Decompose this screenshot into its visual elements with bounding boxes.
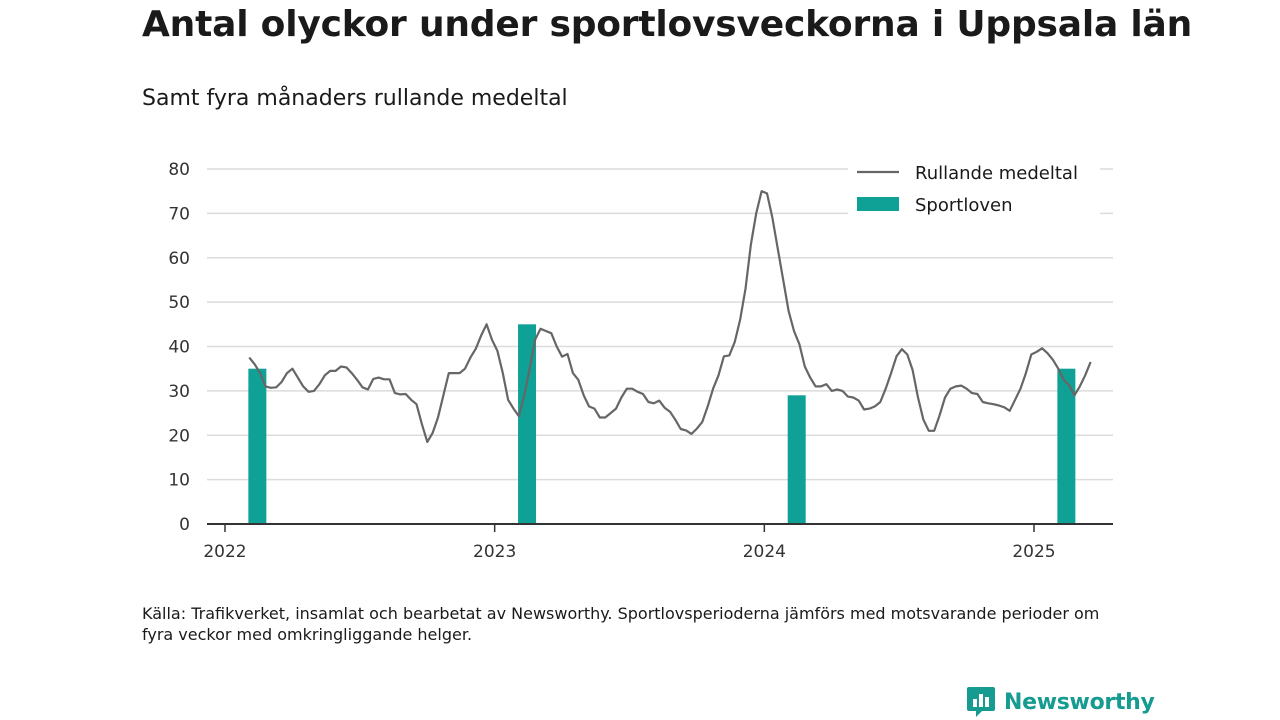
bar-sportloven-1 <box>518 324 537 524</box>
y-tick-label-60: 60 <box>168 249 190 269</box>
y-tick-label-40: 40 <box>168 338 190 358</box>
legend-label-rullande-medeltal: Rullande medeltal <box>915 163 1078 184</box>
y-tick-label-10: 10 <box>168 471 190 491</box>
x-tick-label-2024: 2024 <box>743 542 786 562</box>
y-tick-label-70: 70 <box>168 204 190 224</box>
legend-label-sportloven: Sportloven <box>915 195 1012 216</box>
accident-chart: 0 10 20 30 40 50 60 70 80 2022 2023 2024 2025 Rulland… <box>168 158 1113 562</box>
legend-swatch-bar <box>857 197 899 211</box>
bar-sportloven-3 <box>1057 368 1076 524</box>
y-tick-label-80: 80 <box>168 160 190 180</box>
newsworthy-logo: Newsworthy <box>966 685 1155 719</box>
y-tick-label-30: 30 <box>168 382 190 402</box>
y-tick-label-20: 20 <box>168 426 190 446</box>
newsworthy-logo-text: Newsworthy <box>1004 689 1155 715</box>
line-rullande-medeltal <box>248 190 1092 443</box>
bar-sportloven-2 <box>787 395 806 524</box>
y-tick-label-50: 50 <box>168 293 190 313</box>
chart-title: Antal olyckor under sportlovsveckorna i … <box>142 4 1193 45</box>
chart-subtitle: Samt fyra månaders rullande medeltal <box>142 86 568 111</box>
source-note: Källa: Trafikverket, insamlat och bearbe… <box>142 604 1100 644</box>
x-tick-label-2025: 2025 <box>1012 542 1055 562</box>
newsworthy-logo-icon <box>967 687 995 717</box>
y-tick-label-0: 0 <box>179 515 190 535</box>
x-tick-label-2022: 2022 <box>203 542 246 562</box>
x-tick-label-2023: 2023 <box>473 542 516 562</box>
bar-sportloven-0 <box>248 368 267 524</box>
